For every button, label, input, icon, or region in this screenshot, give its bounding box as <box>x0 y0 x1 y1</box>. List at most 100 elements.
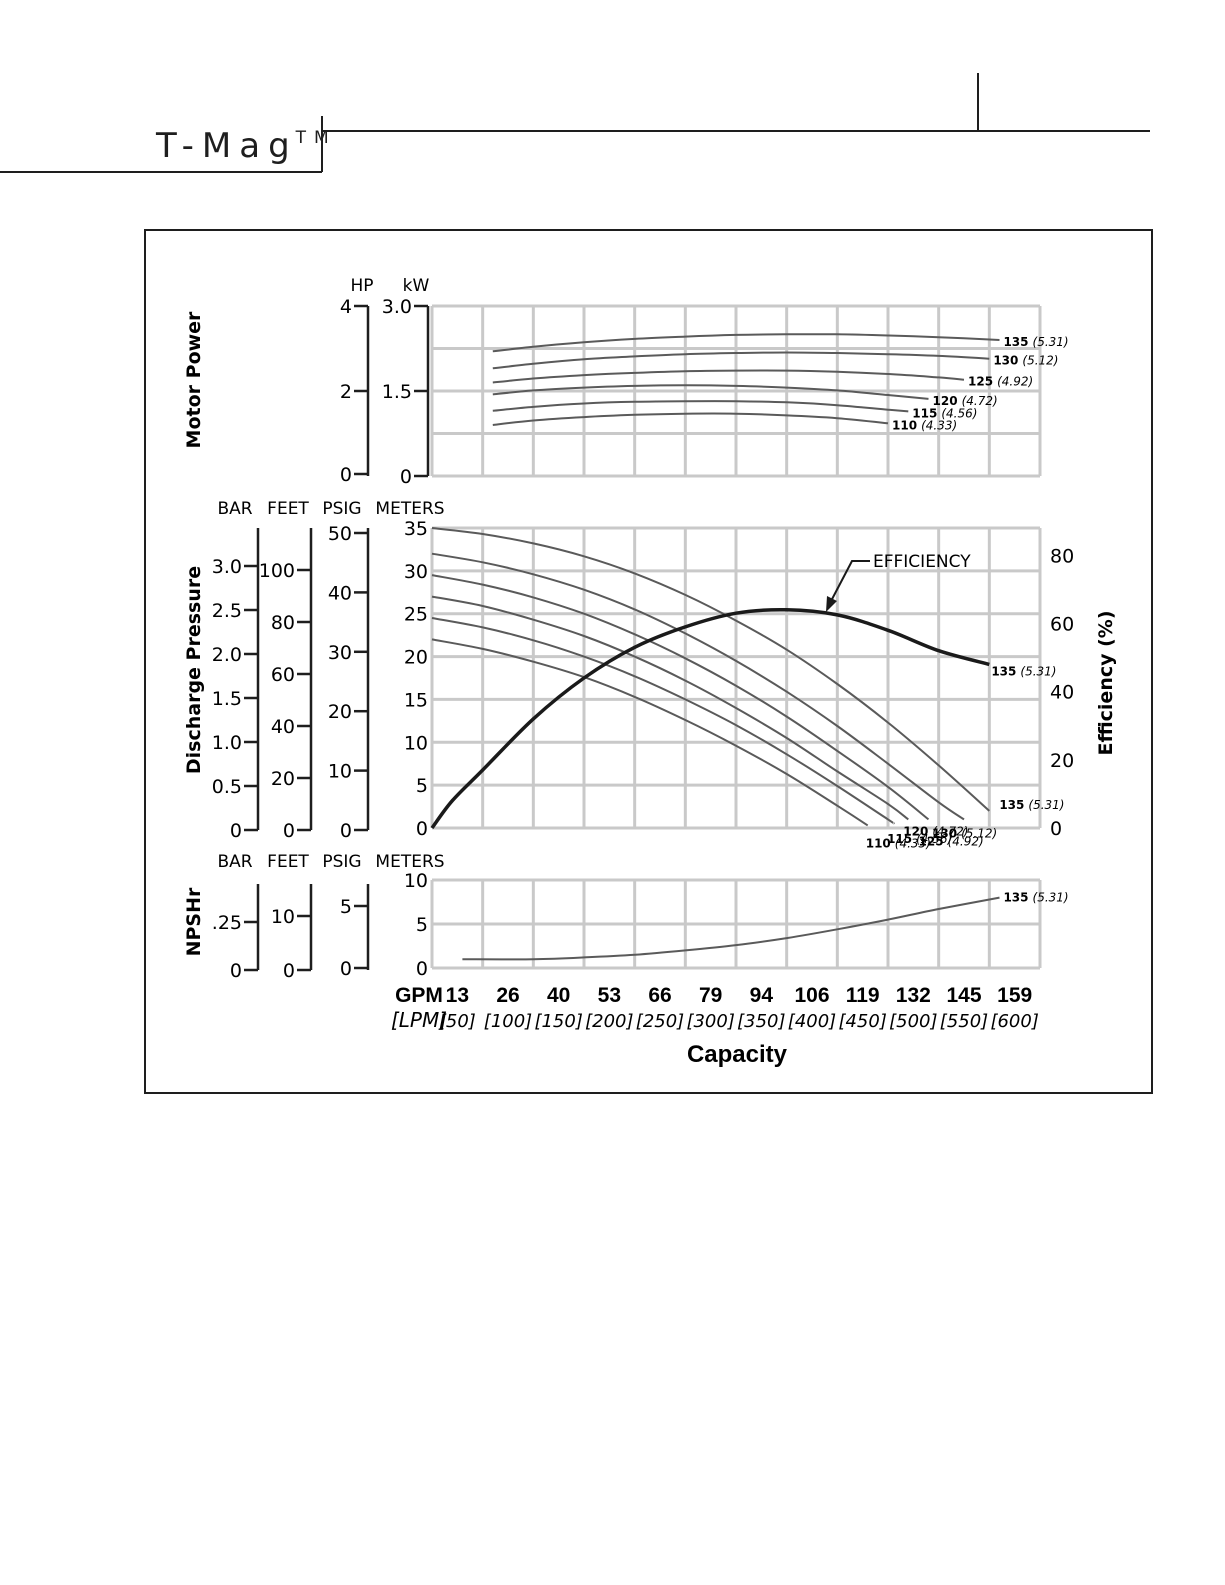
x-unit-lpm: [LPM] <box>391 1008 447 1032</box>
brand-title: T-MagTM <box>155 126 337 166</box>
npshr-curve-135 <box>462 896 1000 961</box>
pressure-label-size: 115 <box>887 832 912 846</box>
npshr-psig-tick-label: 0 <box>340 958 352 980</box>
power-label-110: 110 (4.33) <box>892 418 957 432</box>
discharge-pressure-title: Discharge Pressure <box>183 566 205 774</box>
meters-tick-label: 5 <box>416 775 428 797</box>
npshr-psig-tick-label: 5 <box>340 896 352 918</box>
power-label-size: 125 <box>968 375 993 389</box>
npshr-label-135: 135 (5.31) <box>1003 891 1068 905</box>
meters-tick-label: 25 <box>404 604 428 626</box>
x-unit-gpm: GPM <box>395 984 443 1007</box>
power-label-size: 135 <box>1003 335 1028 349</box>
brand-name: T-Mag <box>155 126 298 166</box>
power-label-size: 110 <box>892 418 917 432</box>
npshr-curves: 135 (5.31) <box>462 891 1069 961</box>
pressure-curves: 135 (5.31)130 (5.12) 125 (4.92) 120 (4.72) 115 (… <box>431 527 1064 850</box>
efficiency-tick-label: 40 <box>1050 682 1074 704</box>
efficiency-tick-label: 60 <box>1050 613 1074 635</box>
x-tick-lpm: [250] <box>636 1011 684 1032</box>
efficiency-curve-group: 135 (5.31) <box>430 607 1056 830</box>
pressure-label-size: 130 <box>932 826 957 840</box>
x-tick-lpm: [600] <box>990 1011 1038 1032</box>
feet-tick-label: 20 <box>271 768 295 790</box>
x-tick-lpm: [350] <box>737 1011 785 1032</box>
meters-tick-label: 20 <box>404 647 428 669</box>
power-curve-125 <box>492 369 965 384</box>
npshr-title: NPSHr <box>183 887 205 956</box>
efficiency-label-dia: (5.31) <box>1020 664 1056 678</box>
npshr-label-size: 135 <box>1003 891 1028 905</box>
pressure-unit-meters: METERS <box>375 499 444 519</box>
power-label-size: 120 <box>933 394 958 408</box>
efficiency-annotation-label: EFFICIENCY <box>873 552 971 572</box>
header: T-MagTM <box>0 73 1150 173</box>
pressure-label-dia: (4.92) <box>948 834 984 848</box>
x-tick-gpm: 119 <box>846 984 880 1007</box>
pressure-label-size: 125 <box>919 834 944 848</box>
x-axis-title: Capacity <box>687 1041 788 1068</box>
chart-frame <box>144 229 1153 1094</box>
pressure-label-dia: (4.72) <box>932 824 968 838</box>
x-tick-gpm: 53 <box>598 984 621 1007</box>
hp-tick-label: 4 <box>340 296 352 318</box>
x-tick-lpm: [300] <box>686 1011 734 1032</box>
npshr-label-dia: (5.31) <box>1033 891 1069 905</box>
power-unit-kw: kW <box>403 276 430 296</box>
efficiency-tick-label: 20 <box>1050 750 1074 772</box>
axes: 4203.01.503.02.52.01.51.00.5010080604020… <box>212 296 1074 982</box>
efficiency-tick-label: 80 <box>1050 545 1074 567</box>
pressure-label-115: 115 (4.56) <box>887 832 952 846</box>
x-tick-gpm: 145 <box>946 984 981 1007</box>
x-tick-lpm: [200] <box>585 1011 633 1032</box>
x-tick-lpm: [400] <box>788 1011 836 1032</box>
meters-tick-label: 0 <box>416 818 428 840</box>
pressure-grid <box>430 526 1042 830</box>
bar-tick-label: 1.5 <box>212 688 242 710</box>
x-tick-lpm: [550] <box>940 1011 988 1032</box>
feet-tick-label: 100 <box>259 560 295 582</box>
psig-tick-label: 0 <box>340 820 352 842</box>
pressure-curve-115 <box>431 617 895 825</box>
power-label-size: 115 <box>912 406 937 420</box>
pressure-label-dia: (5.12) <box>961 826 997 840</box>
npshr-feet-tick-label: 0 <box>283 960 295 982</box>
meters-tick-label: 10 <box>404 732 428 754</box>
motor-power-title: Motor Power <box>183 311 205 448</box>
power-label-130: 130 (5.12) <box>993 354 1058 368</box>
trademark: TM <box>295 128 337 148</box>
power-label-125: 125 (4.92) <box>968 375 1033 389</box>
bar-tick-label: 3.0 <box>212 556 242 578</box>
power-label-dia: (4.92) <box>997 375 1033 389</box>
x-tick-gpm: 106 <box>794 984 829 1007</box>
pressure-unit-bar: BAR <box>217 499 252 519</box>
bar-tick-label: 1.0 <box>212 732 242 754</box>
pressure-label-110: 110 (4.33) <box>866 836 931 850</box>
x-tick-gpm: 94 <box>750 984 774 1007</box>
npshr-meters-tick-label: 0 <box>416 958 428 980</box>
pressure-label-size: 120 <box>903 824 928 838</box>
power-label-115: 115 (4.56) <box>912 406 977 420</box>
x-tick-lpm: [50] <box>439 1011 476 1032</box>
kw-tick-label: 1.5 <box>382 381 412 403</box>
x-tick-lpm: [500] <box>889 1011 937 1032</box>
pressure-label-dia: (4.56) <box>916 832 952 846</box>
power-label-135: 135 (5.31) <box>1003 335 1068 349</box>
x-tick-gpm: 26 <box>496 984 519 1007</box>
npshr-meters-tick-label: 5 <box>416 914 428 936</box>
power-label-dia: (5.12) <box>1022 354 1058 368</box>
x-axis-labels: 13 26 40 53 66 79 94 106 119 132 145 159 [50] [100] [1… <box>439 984 1039 1032</box>
power-label-dia: (5.31) <box>1033 335 1069 349</box>
pressure-unit-feet: FEET <box>267 499 309 519</box>
hp-tick-label: 2 <box>340 381 352 403</box>
feet-tick-label: 80 <box>271 612 295 634</box>
pressure-curve-120 <box>431 595 909 821</box>
power-curves: 135 (5.31)130 (5.12)125 (4.92)120 (4.72)115(… <box>492 333 1069 432</box>
x-tick-gpm: 79 <box>699 984 722 1007</box>
pressure-label-size: 110 <box>866 836 891 850</box>
pressure-curve-130 <box>431 552 965 821</box>
bar-tick-label: 0 <box>230 820 242 842</box>
feet-tick-label: 0 <box>283 820 295 842</box>
meters-tick-label: 30 <box>404 561 428 583</box>
